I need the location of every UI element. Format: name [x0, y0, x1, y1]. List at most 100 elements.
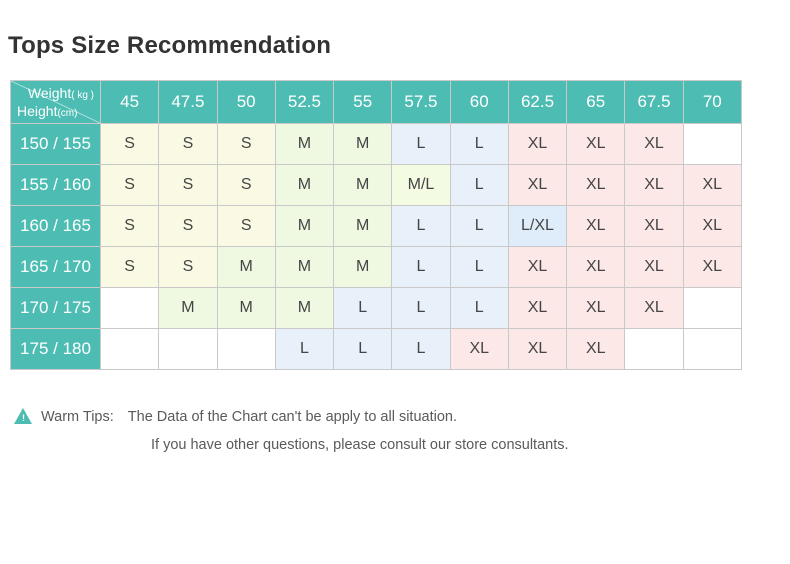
size-cell: XL [682, 246, 742, 288]
size-cell: L [449, 164, 509, 206]
size-cell: M [274, 164, 335, 206]
size-table: Weight( kg ) Height(cm) 45 47.5 50 52.5 … [10, 80, 742, 370]
table-row: 150 / 155 S S S M M L L XL XL XL [10, 123, 742, 165]
warning-exclamation-mark: ! [22, 413, 25, 423]
size-cell: L [333, 287, 393, 329]
size-cell: L [274, 328, 335, 370]
size-cell: XL [449, 328, 509, 370]
size-cell [158, 328, 218, 370]
size-cell [216, 328, 276, 370]
size-cell: XL [624, 123, 684, 165]
size-cell: XL [566, 246, 626, 288]
size-cell: M [333, 164, 393, 206]
size-cell: L [449, 123, 509, 165]
page-title: Tops Size Recommendation [8, 32, 332, 59]
header-row: Weight( kg ) Height(cm) 45 47.5 50 52.5 … [10, 80, 742, 124]
table-row: 165 / 170 S S M M M L L XL XL XL XL [10, 246, 742, 288]
size-cell [682, 328, 742, 370]
weight-col-header: 65 [566, 80, 626, 124]
size-cell: M [333, 205, 393, 247]
size-cell: S [216, 164, 276, 206]
size-cell: S [158, 123, 218, 165]
size-cell: XL [507, 123, 568, 165]
size-cell: M [216, 287, 276, 329]
size-cell: XL [507, 287, 568, 329]
size-cell: L [391, 123, 451, 165]
size-cell: L [333, 328, 393, 370]
size-cell: XL [624, 164, 684, 206]
size-cell: M [274, 123, 335, 165]
table-row: 175 / 180 L L L XL XL XL [10, 328, 742, 370]
table-row: 160 / 165 S S S M M L L L/XL XL XL XL [10, 205, 742, 247]
size-cell: XL [507, 164, 568, 206]
weight-col-header: 70 [682, 80, 742, 124]
size-cell: M [274, 246, 335, 288]
warm-tips-note: ! Warm Tips: The Data of the Chart can't … [14, 403, 790, 459]
table-row: 155 / 160 S S S M M M/L L XL XL XL XL [10, 164, 742, 206]
size-cell: L [391, 205, 451, 247]
warning-triangle-icon: ! [14, 408, 33, 425]
size-cell: S [99, 123, 160, 165]
size-cell: L [391, 328, 451, 370]
height-row-label: 150 / 155 [10, 123, 101, 165]
weight-col-header: 47.5 [158, 80, 218, 124]
table-row: 170 / 175 M M M L L L XL XL XL [10, 287, 742, 329]
size-cell: XL [566, 328, 626, 370]
size-cell: S [216, 205, 276, 247]
warm-tips-text: Warm Tips: The Data of the Chart can't be… [41, 403, 569, 459]
weight-col-header: 50 [216, 80, 276, 124]
corner-diagonal-line [11, 81, 100, 123]
size-cell: M [274, 205, 335, 247]
size-cell: S [158, 205, 218, 247]
size-cell: L [391, 287, 451, 329]
warm-tips-label: Warm Tips: [41, 409, 114, 425]
weight-col-header: 57.5 [391, 80, 451, 124]
size-cell: XL [682, 205, 742, 247]
size-cell: L [449, 246, 509, 288]
size-cell: S [158, 246, 218, 288]
size-cell: XL [566, 287, 626, 329]
warm-tips-sentence1: The Data of the Chart can't be apply to … [127, 409, 457, 425]
corner-cell: Weight( kg ) Height(cm) [10, 80, 101, 124]
weight-col-header: 52.5 [274, 80, 335, 124]
size-cell [682, 123, 742, 165]
size-cell [99, 328, 160, 370]
size-cell: XL [507, 328, 568, 370]
height-row-label: 165 / 170 [10, 246, 101, 288]
weight-axis-label: Weight( kg ) [27, 85, 94, 101]
weight-col-header: 55 [333, 80, 393, 124]
height-axis-label: Height(cm) [17, 103, 78, 119]
size-cell [682, 287, 742, 329]
size-cell: S [216, 123, 276, 165]
height-row-label: 155 / 160 [10, 164, 101, 206]
size-cell: L [449, 287, 509, 329]
size-cell: M [216, 246, 276, 288]
size-cell: XL [566, 123, 626, 165]
size-cell [624, 328, 684, 370]
warm-tips-line1: Warm Tips: The Data of the Chart can't be… [41, 403, 569, 431]
weight-col-header: 60 [449, 80, 509, 124]
size-cell: XL [566, 164, 626, 206]
size-cell: S [99, 164, 160, 206]
size-recommendation-page: Tops Size Recommendation Weight( kg ) He… [0, 32, 790, 564]
size-cell: L [391, 246, 451, 288]
size-cell: XL [566, 205, 626, 247]
height-row-label: 160 / 165 [10, 205, 101, 247]
weight-col-header: 62.5 [507, 80, 568, 124]
size-cell: XL [624, 246, 684, 288]
weight-col-header: 45 [99, 80, 160, 124]
size-cell: S [99, 246, 160, 288]
height-row-label: 170 / 175 [10, 287, 101, 329]
size-cell: XL [507, 246, 568, 288]
size-cell: S [99, 205, 160, 247]
size-cell: XL [624, 205, 684, 247]
warning-triangle-shape [14, 408, 32, 424]
height-row-label: 175 / 180 [10, 328, 101, 370]
size-cell: M [333, 246, 393, 288]
size-cell: M [274, 287, 335, 329]
size-cell: M [158, 287, 218, 329]
weight-col-header: 67.5 [624, 80, 684, 124]
size-cell: L [449, 205, 509, 247]
size-cell: XL [682, 164, 742, 206]
size-cell: M [333, 123, 393, 165]
